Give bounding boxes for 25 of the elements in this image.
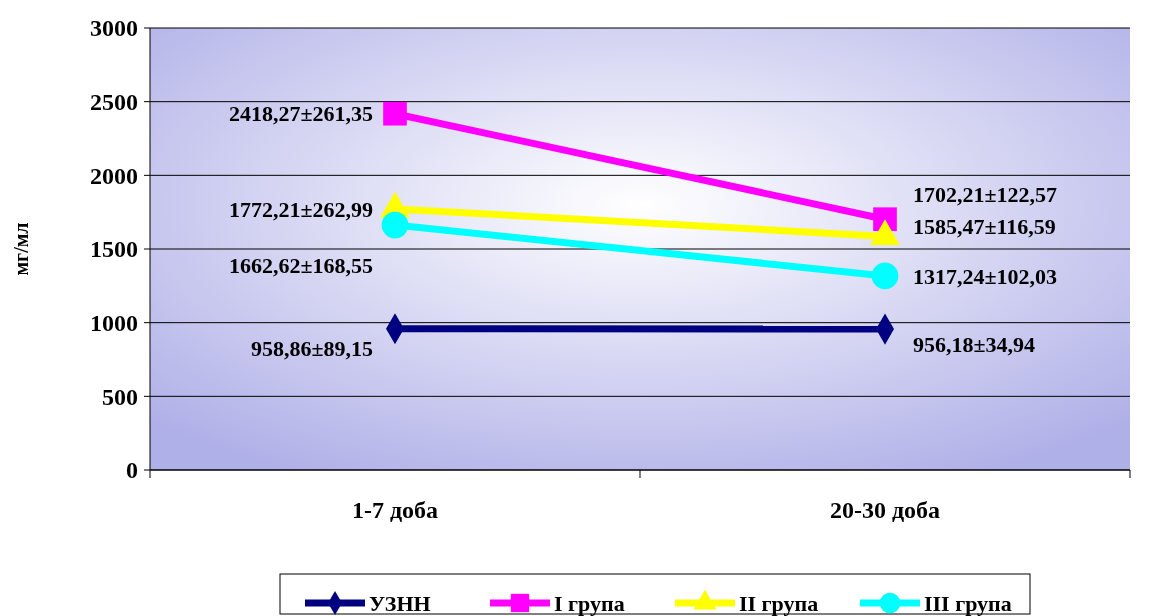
y-tick-label: 500 bbox=[102, 383, 138, 410]
legend-label: III група bbox=[924, 590, 1012, 616]
data-label: 958,86±89,15 bbox=[250, 336, 373, 362]
data-label: 2418,27±261,35 bbox=[228, 101, 373, 127]
data-label: 956,18±34,94 bbox=[913, 331, 1036, 357]
data-label: 1585,47±116,59 bbox=[913, 214, 1056, 240]
x-tick-label: 20-30 доба bbox=[829, 497, 941, 523]
point bbox=[871, 262, 899, 290]
x-tick-label: 1-7 доба bbox=[351, 497, 439, 523]
y-tick-label: 1500 bbox=[90, 236, 138, 263]
y-tick-label: 0 bbox=[126, 457, 138, 484]
legend-label: II група bbox=[739, 590, 819, 616]
y-tick-label: 1000 bbox=[90, 310, 138, 337]
y-tick-label: 2000 bbox=[90, 162, 138, 189]
y-tick-label: 3000 bbox=[90, 15, 138, 42]
legend-label: I група bbox=[554, 590, 625, 616]
point bbox=[383, 101, 407, 126]
data-label: 1317,24±102,03 bbox=[913, 263, 1058, 289]
data-label: 1702,21±122,57 bbox=[913, 181, 1058, 207]
legend-label: УЗНН bbox=[369, 590, 431, 616]
point bbox=[381, 211, 409, 239]
data-label: 1662,62±168,55 bbox=[228, 252, 373, 278]
data-label: 1772,21±262,99 bbox=[228, 196, 373, 222]
y-axis-title: мг/мл bbox=[10, 222, 32, 276]
y-tick-label: 2500 bbox=[90, 89, 138, 116]
